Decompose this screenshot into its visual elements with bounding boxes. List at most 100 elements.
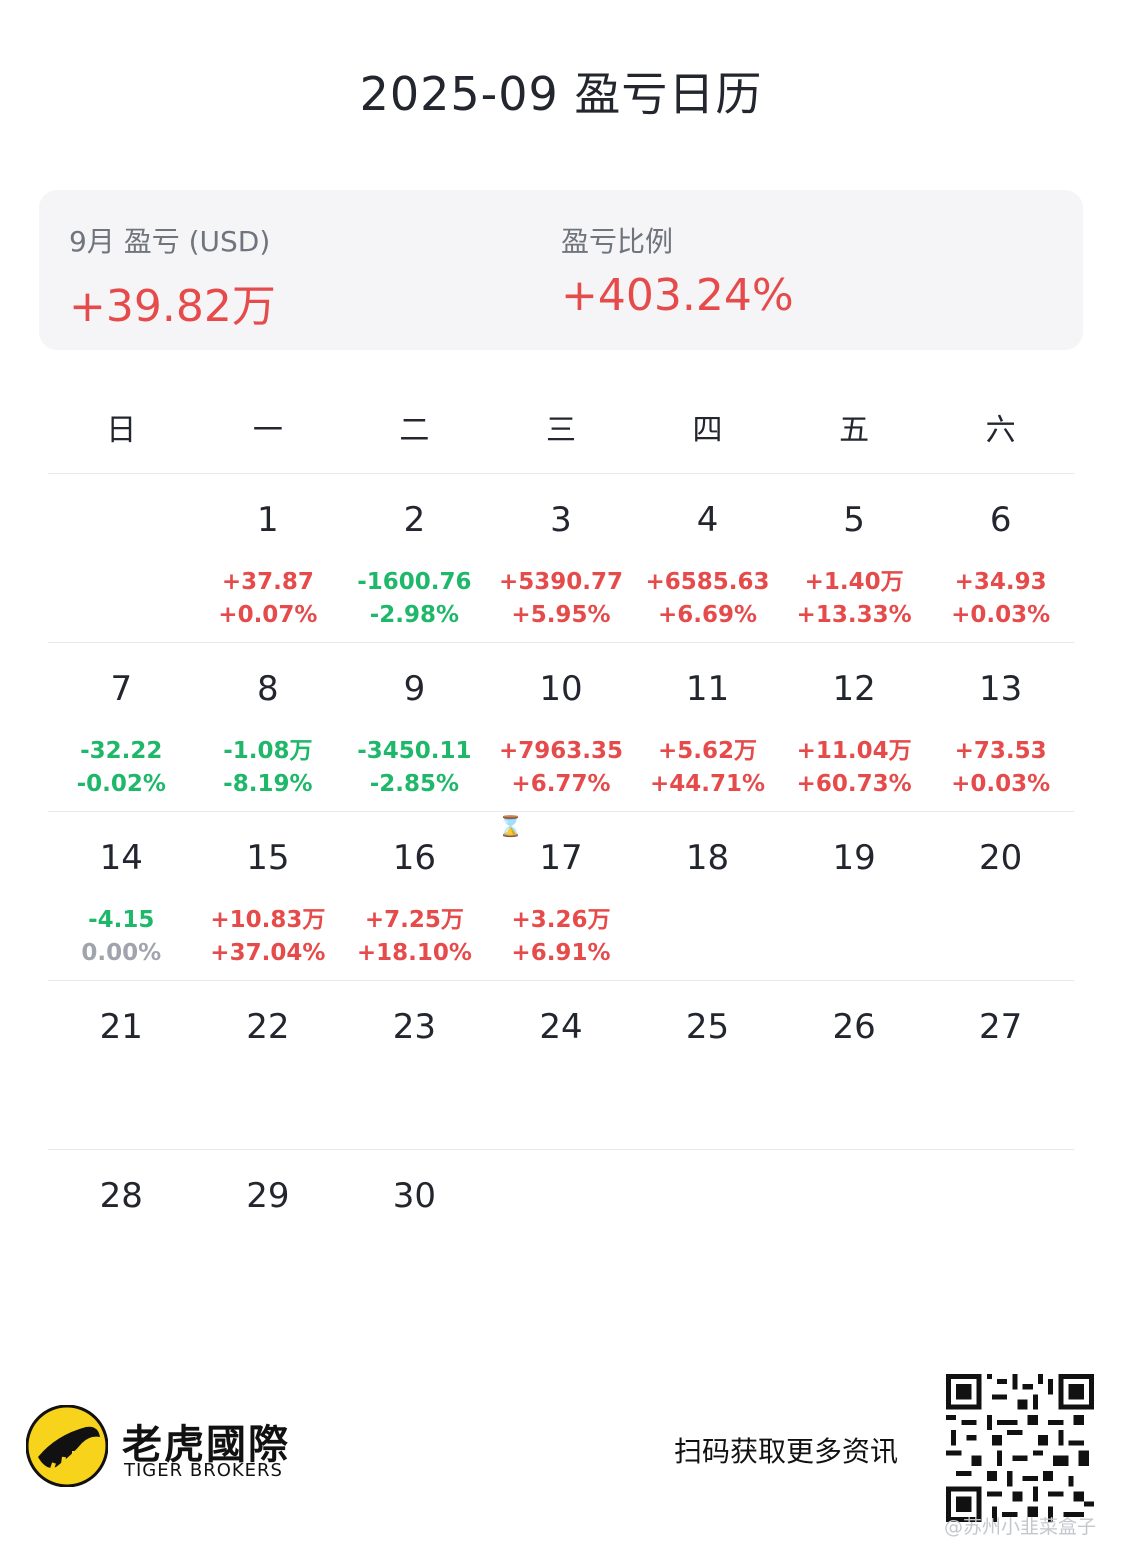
calendar-day-cell[interactable]: 30 (341, 1150, 488, 1318)
day-pnl: +5.62万 +44.71% (634, 735, 781, 801)
calendar-day-cell[interactable]: 10 +7963.35 +6.77% (488, 643, 635, 811)
day-number: 13 (979, 669, 1023, 709)
calendar-day-cell[interactable]: 25 (634, 981, 781, 1149)
day-pnl-percent: -2.98% (369, 602, 460, 628)
calendar-day-cell[interactable]: 11 +5.62万 +44.71% (634, 643, 781, 811)
day-number: 26 (832, 1007, 876, 1047)
day-pnl-amount: -3450.11 (357, 738, 472, 764)
day-pnl-percent: +6.91% (511, 940, 611, 966)
calendar-day-cell[interactable]: 2 -1600.76 -2.98% (341, 474, 488, 642)
calendar-day-cell[interactable]: 7 -32.22 -0.02% (48, 643, 195, 811)
brand-name-en: TIGER BROKERS (124, 1460, 283, 1481)
calendar-day-cell[interactable]: 9 -3450.11 -2.85% (341, 643, 488, 811)
day-pnl-amount: -4.15 (88, 907, 155, 933)
calendar-day-cell[interactable]: 17 +3.26万 +6.91% (488, 812, 635, 980)
calendar-day-cell[interactable]: 13 +73.53 +0.03% (927, 643, 1074, 811)
day-pnl-percent: +6.77% (511, 771, 611, 797)
calendar-day-cell[interactable]: 23 (341, 981, 488, 1149)
day-pnl: -32.22 -0.02% (48, 735, 195, 801)
day-pnl: +10.83万 +37.04% (195, 904, 342, 970)
calendar-day-cell[interactable]: 21 (48, 981, 195, 1149)
day-pnl-percent: +0.03% (951, 771, 1051, 797)
hourglass-icon: ⌛ (498, 814, 523, 838)
day-pnl-percent: +13.33% (796, 602, 912, 628)
day-pnl-amount: -1600.76 (357, 569, 472, 595)
day-number: 22 (246, 1007, 290, 1047)
day-pnl-percent: -2.85% (369, 771, 460, 797)
day-pnl-amount: +37.87 (221, 569, 314, 595)
calendar-day-cell[interactable]: 6 +34.93 +0.03% (927, 474, 1074, 642)
day-pnl-amount: +5.62万 (658, 738, 758, 764)
day-pnl-percent: +6.69% (657, 602, 758, 628)
day-pnl: +3.26万 +6.91% (488, 904, 635, 970)
day-pnl-amount: +73.53 (954, 738, 1047, 764)
calendar-day-cell[interactable]: 16 +7.25万 +18.10% (341, 812, 488, 980)
calendar-grid: 1 +37.87 +0.07% 2 -1600.76 -2.98% 3 +5390.77 +5.… (48, 473, 1074, 1318)
month-pnl-value: +39.82万 (69, 281, 276, 332)
calendar-day-cell[interactable]: 5 +1.40万 +13.33% (781, 474, 928, 642)
day-number: 18 (685, 838, 730, 878)
watermark-text: @苏州小韭菜盒子 (944, 1516, 1097, 1538)
brand-name-cn: 老虎國際 (122, 1422, 290, 1468)
day-number: 20 (979, 838, 1023, 878)
day-pnl: -1600.76 -2.98% (341, 566, 488, 632)
day-pnl: +7963.35 +6.77% (488, 735, 635, 801)
day-pnl-percent: +18.10% (356, 940, 472, 966)
day-pnl-amount: +34.93 (954, 569, 1047, 595)
weekday-label: 一 (252, 413, 283, 448)
day-pnl-amount: +10.83万 (210, 907, 326, 933)
month-pnl-label: 9月 盈亏 (USD) (69, 225, 271, 258)
calendar-day-cell[interactable]: 14 -4.15 0.00% (48, 812, 195, 980)
day-pnl: +7.25万 +18.10% (341, 904, 488, 970)
weekday-label: 四 (692, 413, 723, 448)
calendar-day-cell[interactable]: 27 (927, 981, 1074, 1149)
calendar-day-cell[interactable]: 20 (927, 812, 1074, 980)
day-pnl-amount: +1.40万 (804, 569, 904, 595)
qr-code-icon[interactable] (946, 1374, 1094, 1522)
day-pnl: +11.04万 +60.73% (781, 735, 928, 801)
day-number: 30 (392, 1176, 437, 1216)
weekday-header: 日 一 二 三 四 五 六 (48, 405, 1074, 449)
calendar-day-cell[interactable]: 12 +11.04万 +60.73% (781, 643, 928, 811)
calendar-day-cell[interactable]: 15 +10.83万 +37.04% (195, 812, 342, 980)
day-pnl: +34.93 +0.03% (927, 566, 1074, 632)
calendar-day-cell[interactable]: 8 -1.08万 -8.19% (195, 643, 342, 811)
calendar-day-cell[interactable]: 1 +37.87 +0.07% (195, 474, 342, 642)
calendar-day-cell[interactable]: 26 (781, 981, 928, 1149)
day-number: 19 (832, 838, 876, 878)
day-pnl: +6585.63 +6.69% (634, 566, 781, 632)
calendar-day-cell[interactable]: 18 (634, 812, 781, 980)
day-number: 5 (843, 500, 865, 540)
calendar-day-cell[interactable]: 4 +6585.63 +6.69% (634, 474, 781, 642)
day-pnl: -4.15 0.00% (48, 904, 195, 970)
day-pnl-percent: 0.00% (81, 940, 162, 966)
day-number: 3 (550, 500, 572, 540)
calendar-day-cell[interactable]: 28 (48, 1150, 195, 1318)
calendar-day-cell[interactable]: 29 (195, 1150, 342, 1318)
day-pnl: -1.08万 -8.19% (195, 735, 342, 801)
day-number: 11 (685, 669, 730, 709)
day-number: 14 (99, 838, 143, 878)
calendar-day-cell (634, 1150, 781, 1318)
day-number: 9 (403, 669, 426, 709)
month-pnl-block: 9月 盈亏 (USD) +39.82万 (69, 220, 276, 334)
calendar-day-cell[interactable]: 19 (781, 812, 928, 980)
ratio-label: 盈亏比例 (561, 225, 674, 258)
day-number: 17 (539, 838, 583, 878)
weekday-label: 五 (839, 413, 870, 448)
day-number: 4 (696, 500, 719, 540)
day-number: 1 (257, 500, 279, 540)
page-title: 2025-09 盈亏日历 (359, 67, 763, 121)
day-pnl: +37.87 +0.07% (195, 566, 342, 632)
calendar-day-cell[interactable]: 22 (195, 981, 342, 1149)
day-number: 16 (392, 838, 437, 878)
tiger-logo-icon (26, 1405, 108, 1487)
day-number: 25 (685, 1007, 730, 1047)
calendar-week-row: 14 -4.15 0.00% 15 +10.83万 +37.04% 16 +7.25万 +18.… (48, 811, 1074, 980)
day-pnl-percent: +44.71% (649, 771, 766, 797)
calendar-day-cell[interactable]: 24 (488, 981, 635, 1149)
day-pnl-percent: -0.02% (76, 771, 166, 797)
day-number: 28 (99, 1176, 143, 1216)
day-pnl-percent: +5.95% (511, 602, 611, 628)
calendar-day-cell[interactable]: 3 +5390.77 +5.95% (488, 474, 635, 642)
